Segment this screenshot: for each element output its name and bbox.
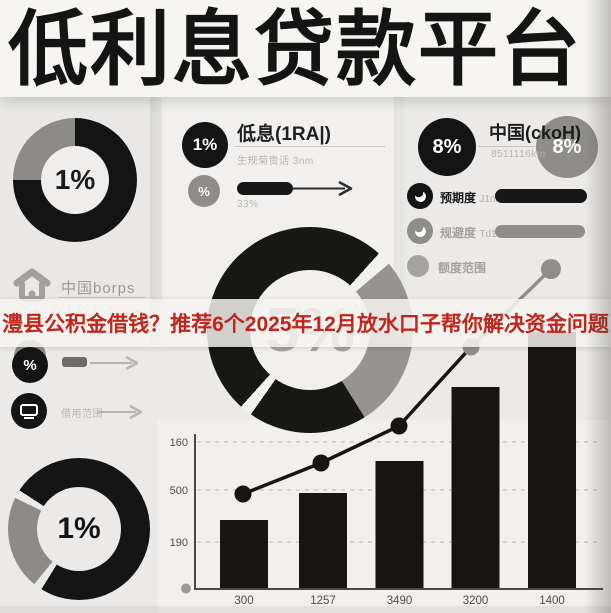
- row-bullet: [407, 218, 433, 244]
- donut-center-label: 1%: [41, 146, 109, 214]
- row-label-sub: J1nm: [479, 194, 504, 205]
- monitor-icon: [20, 403, 38, 419]
- percent-icon: %: [188, 175, 220, 207]
- rating-pill: [495, 189, 587, 203]
- divider: [235, 146, 385, 147]
- crescent-icon: [413, 189, 427, 203]
- china-badge-right: 8%: [536, 116, 598, 178]
- rating-pill: [495, 225, 585, 238]
- divider: [478, 146, 536, 147]
- row-bullet: [407, 183, 433, 209]
- title-band: 低利息贷款平台: [0, 0, 611, 97]
- headline-text: 澧县公积金借钱？推荐6个2025年12月放水口子帮你解决资金问题: [2, 313, 609, 336]
- brand-name: 中国borps: [61, 280, 136, 297]
- arrow-right-icon: [292, 180, 353, 197]
- panel-seam-shadow: [394, 97, 407, 300]
- row-label: 规避度 Td1cd: [440, 224, 507, 241]
- china-heading: 中国(ckoH): [489, 123, 582, 143]
- donut-chart-bottom-left: 1%: [8, 458, 150, 600]
- divider: [58, 297, 146, 298]
- panel-chart-area: [158, 420, 611, 613]
- panel-seam-shadow: [150, 97, 166, 347]
- donut-center-label: 1%: [37, 487, 121, 571]
- arrow-right-icon: [90, 355, 139, 371]
- left-row-label: 借用范围: [61, 409, 103, 420]
- china-badge-left: 8%: [418, 118, 476, 176]
- monitor-icon-bullet: [11, 393, 47, 429]
- percent-icon: %: [12, 347, 48, 383]
- edge-shadow-bottom: [0, 606, 611, 613]
- loan-subtext: 生规菊贵话 3nm: [237, 156, 314, 167]
- row-label-sub: Td1cd: [479, 229, 508, 240]
- row-label-text: 预期度: [440, 191, 477, 205]
- legend-swatch: [62, 357, 87, 367]
- page-title: 低利息贷款平台: [8, 4, 582, 95]
- progress-pill: [237, 182, 293, 195]
- row-label: 预期度 J1nm: [440, 189, 504, 206]
- china-subtext: 8511116km: [491, 149, 546, 160]
- donut-chart-top-left: 1%: [13, 118, 137, 242]
- row-label: 额度范围: [438, 261, 487, 275]
- loan-badge: 1%: [182, 122, 228, 168]
- arrow-right-icon: [98, 404, 143, 420]
- crescent-icon: [413, 224, 427, 238]
- row-bullet: [407, 255, 429, 277]
- headline-banner: 澧县公积金借钱？推荐6个2025年12月放水口子帮你解决资金问题: [0, 299, 611, 347]
- loan-heading: 低息(1RA|): [237, 124, 331, 145]
- loan-bar-value: 33%: [237, 199, 259, 210]
- row-label-text: 规避度: [440, 226, 477, 240]
